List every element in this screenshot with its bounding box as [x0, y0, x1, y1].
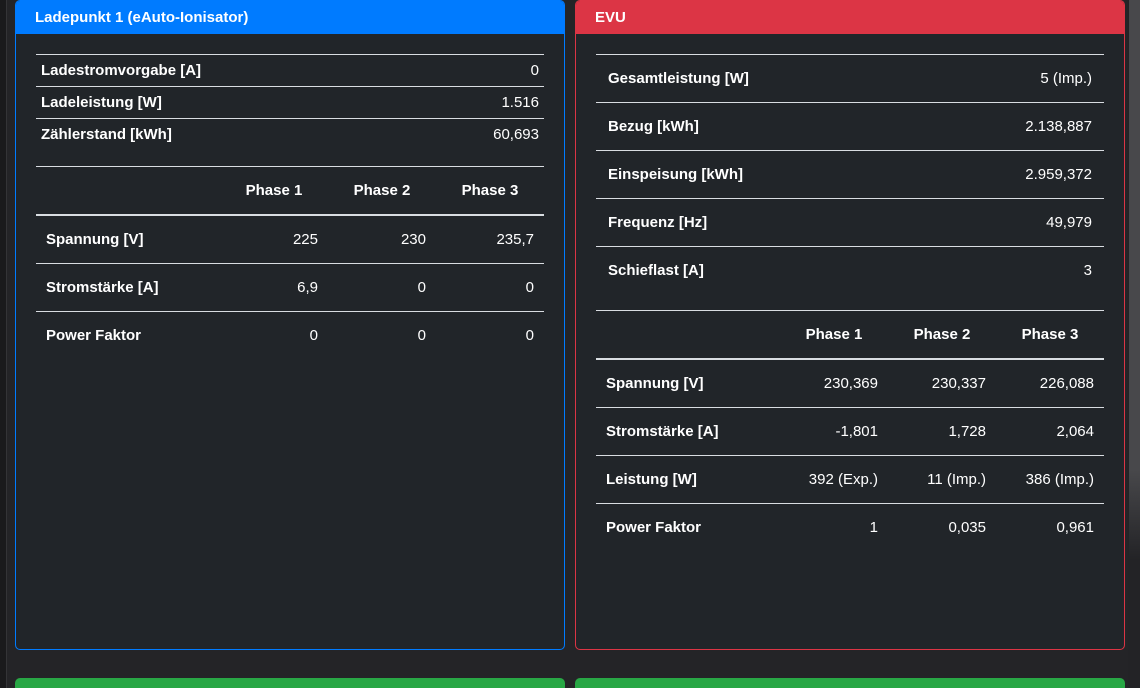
row-label: Spannung [V]: [36, 214, 220, 264]
table-row: Spannung [V] 230,369 230,337 226,088: [596, 358, 1104, 408]
row-label: Ladestromvorgabe [A]: [36, 54, 419, 87]
row-label: Zählerstand [kWh]: [36, 118, 419, 150]
evu-card-header[interactable]: EVU: [576, 1, 1124, 34]
evu-phase-table: Phase 1 Phase 2 Phase 3 Spannung [V] 230…: [596, 310, 1104, 551]
phase3-value: 2,064: [996, 407, 1104, 456]
phase2-value: 11 (Imp.): [888, 455, 996, 504]
phase2-value: 1,728: [888, 407, 996, 456]
row-label: Einspeisung [kWh]: [596, 150, 924, 199]
row-label: Gesamtleistung [W]: [596, 54, 924, 103]
phase1-value: 230,369: [780, 358, 888, 408]
ladepunkt-card-header[interactable]: Ladepunkt 1 (eAuto-Ionisator): [16, 1, 564, 34]
table-row: Gesamtleistung [W] 5 (Imp.): [596, 54, 1104, 103]
table-row: Schieflast [A] 3: [596, 246, 1104, 294]
evu-card-body: Gesamtleistung [W] 5 (Imp.) Bezug [kWh] …: [576, 34, 1124, 587]
table-row: Power Faktor 1 0,035 0,961: [596, 503, 1104, 551]
ladepunkt-phase-table: Phase 1 Phase 2 Phase 3 Spannung [V] 225…: [36, 166, 544, 359]
phase2-value: 0: [328, 311, 436, 359]
row-value: 49,979: [923, 198, 1104, 247]
row-value: 1.516: [418, 86, 544, 119]
row-label: Leistung [W]: [596, 455, 780, 504]
phase1-value: -1,801: [780, 407, 888, 456]
evu-card-title: EVU: [595, 9, 626, 26]
row-value: 2.138,887: [923, 102, 1104, 151]
phase3-value: 235,7: [436, 214, 544, 264]
phase-header: Phase 3: [996, 310, 1104, 360]
phase3-value: 0,961: [996, 503, 1104, 551]
phase-header: Phase 1: [220, 166, 328, 216]
phase-header-row: Phase 1 Phase 2 Phase 3: [596, 310, 1104, 360]
phase1-value: 0: [220, 311, 328, 359]
evu-card: EVU Gesamtleistung [W] 5 (Imp.) Bezug [k…: [575, 0, 1125, 650]
next-card-header-right[interactable]: [575, 678, 1125, 688]
phase2-value: 230,337: [888, 358, 996, 408]
table-row: Stromstärke [A] -1,801 1,728 2,064: [596, 407, 1104, 456]
row-value: 3: [923, 246, 1104, 294]
scrollbar-track[interactable]: [1128, 0, 1140, 688]
window-edge: [0, 0, 7, 688]
phase3-value: 226,088: [996, 358, 1104, 408]
row-label: Power Faktor: [596, 503, 780, 551]
row-label: Power Faktor: [36, 311, 220, 359]
phase3-value: 0: [436, 311, 544, 359]
phase2-value: 0,035: [888, 503, 996, 551]
ladepunkt-card: Ladepunkt 1 (eAuto-Ionisator) Ladestromv…: [15, 0, 565, 650]
phase-header: Phase 2: [328, 166, 436, 216]
phase-header-blank: [596, 310, 780, 360]
row-value: 2.959,372: [923, 150, 1104, 199]
phase1-value: 6,9: [220, 263, 328, 312]
table-row: Stromstärke [A] 6,9 0 0: [36, 263, 544, 312]
evu-kv-table: Gesamtleistung [W] 5 (Imp.) Bezug [kWh] …: [596, 54, 1104, 294]
phase-header-row: Phase 1 Phase 2 Phase 3: [36, 166, 544, 216]
row-label: Stromstärke [A]: [596, 407, 780, 456]
row-label: Bezug [kWh]: [596, 102, 924, 151]
table-row: Spannung [V] 225 230 235,7: [36, 214, 544, 264]
scrollbar-thumb[interactable]: [1129, 0, 1140, 560]
row-label: Stromstärke [A]: [36, 263, 220, 312]
phase3-value: 0: [436, 263, 544, 312]
row-value: 5 (Imp.): [923, 54, 1104, 103]
phase-header-blank: [36, 166, 220, 216]
row-label: Spannung [V]: [596, 358, 780, 408]
row-label: Ladeleistung [W]: [36, 86, 419, 119]
phase2-value: 0: [328, 263, 436, 312]
table-row: Zählerstand [kWh] 60,693: [36, 118, 544, 150]
phase-header: Phase 2: [888, 310, 996, 360]
phase2-value: 230: [328, 214, 436, 264]
table-row: Ladestromvorgabe [A] 0: [36, 54, 544, 87]
phase1-value: 1: [780, 503, 888, 551]
table-row: Einspeisung [kWh] 2.959,372: [596, 150, 1104, 199]
ladepunkt-card-title: Ladepunkt 1 (eAuto-Ionisator): [35, 9, 249, 26]
row-value: 60,693: [418, 118, 544, 150]
row-value: 0: [418, 54, 544, 87]
row-label: Schieflast [A]: [596, 246, 924, 294]
phase-header: Phase 1: [780, 310, 888, 360]
phase1-value: 225: [220, 214, 328, 264]
table-row: Ladeleistung [W] 1.516: [36, 86, 544, 119]
row-label: Frequenz [Hz]: [596, 198, 924, 247]
table-row: Leistung [W] 392 (Exp.) 11 (Imp.) 386 (I…: [596, 455, 1104, 504]
phase3-value: 386 (Imp.): [996, 455, 1104, 504]
ladepunkt-card-body: Ladestromvorgabe [A] 0 Ladeleistung [W] …: [16, 34, 564, 395]
table-row: Power Faktor 0 0 0: [36, 311, 544, 359]
phase-header: Phase 3: [436, 166, 544, 216]
next-card-header-left[interactable]: [15, 678, 565, 688]
ladepunkt-kv-table: Ladestromvorgabe [A] 0 Ladeleistung [W] …: [36, 54, 544, 150]
phase1-value: 392 (Exp.): [780, 455, 888, 504]
table-row: Frequenz [Hz] 49,979: [596, 198, 1104, 247]
table-row: Bezug [kWh] 2.138,887: [596, 102, 1104, 151]
